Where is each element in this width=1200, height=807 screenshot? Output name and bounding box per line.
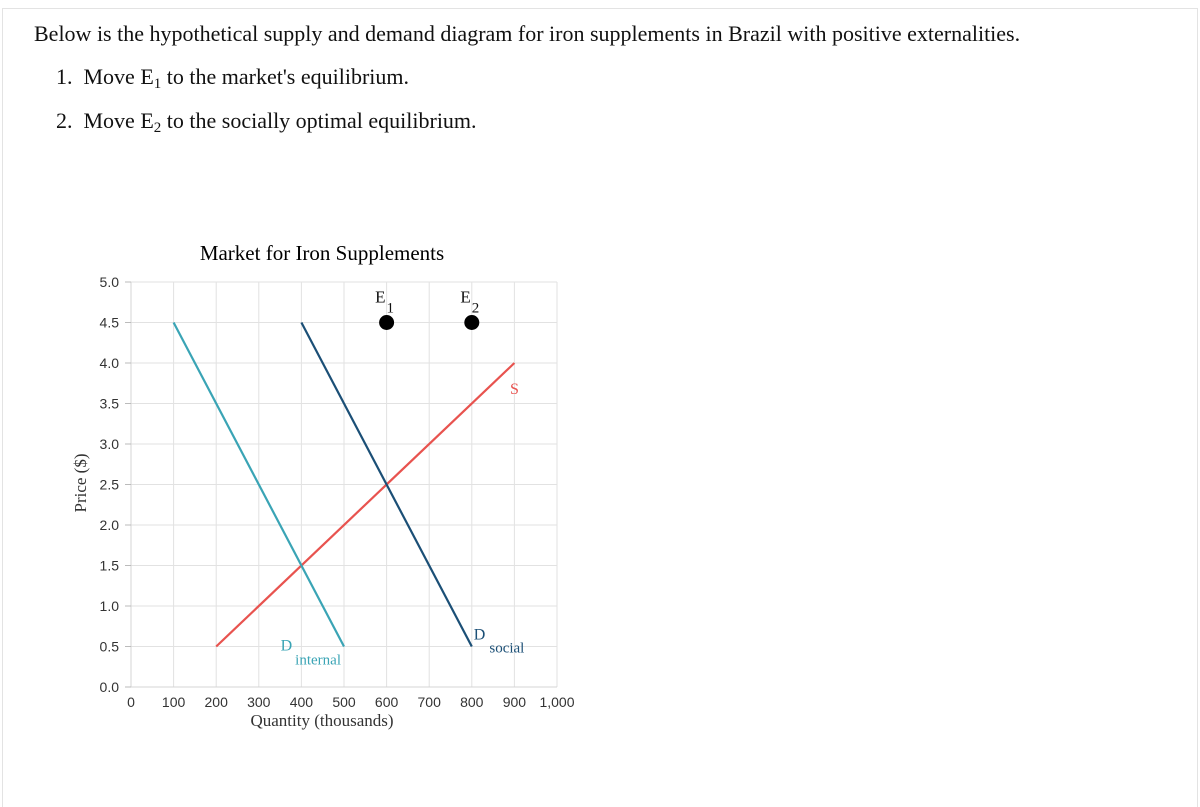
point-label-subscript: 2 <box>472 301 480 317</box>
y-tick-label: 0.0 <box>100 679 120 695</box>
instruction-step-1: 1. Move E1 to the market's equilibrium. <box>56 64 409 93</box>
x-tick: 900 <box>503 694 527 710</box>
point-label-main: E <box>375 288 385 307</box>
x-tick: 700 <box>418 694 442 710</box>
x-tick-label: 300 <box>247 694 271 710</box>
question-frame <box>2 8 1198 807</box>
x-tick-label: 500 <box>332 694 356 710</box>
point-label: E1 <box>375 288 394 317</box>
e1-point[interactable]: E1 <box>375 288 395 331</box>
point-label: E2 <box>460 288 479 317</box>
step-subscript: 1 <box>153 76 162 92</box>
step-number: 1. <box>56 64 73 89</box>
step-subscript: 2 <box>153 120 162 136</box>
step-number: 2. <box>56 108 73 133</box>
x-tick-label: 400 <box>290 694 314 710</box>
x-tick-label: 800 <box>460 694 484 710</box>
y-tick-label: 3.5 <box>100 396 120 412</box>
y-tick-label: 2.5 <box>100 477 120 493</box>
y-tick-label: 0.5 <box>100 639 120 655</box>
series-label: Dinternal <box>281 638 341 669</box>
y-tick: 0.5 <box>100 639 131 655</box>
x-tick: 1,000 <box>539 694 574 710</box>
x-tick: 500 <box>332 694 356 710</box>
x-tick-label: 900 <box>503 694 527 710</box>
y-tick: 1.0 <box>100 598 131 614</box>
e2-point[interactable]: E2 <box>460 288 480 331</box>
y-tick: 2.0 <box>100 517 131 533</box>
x-tick: 0 <box>127 694 135 710</box>
y-axis-label: Price ($) <box>71 453 90 512</box>
step-text: Move E <box>83 108 154 133</box>
point-label-subscript: 1 <box>387 301 395 317</box>
y-tick: 0.0 <box>100 679 131 695</box>
step-text-end: to the socially optimal equilibrium. <box>161 108 477 133</box>
chart-lines <box>172 321 516 648</box>
y-tick-label: 1.5 <box>100 558 120 574</box>
x-tick: 200 <box>205 694 229 710</box>
x-tick-label: 0 <box>127 694 135 710</box>
y-tick: 5.0 <box>100 274 131 290</box>
step-text-end: to the market's equilibrium. <box>161 64 410 89</box>
x-tick: 400 <box>290 694 314 710</box>
x-tick: 100 <box>162 694 186 710</box>
x-tick-label: 600 <box>375 694 399 710</box>
point-marker[interactable] <box>464 315 480 330</box>
step-text: Move E <box>83 64 154 89</box>
series-label-main: D <box>281 638 293 655</box>
y-tick-label: 4.0 <box>100 355 120 371</box>
instruction-step-2: 2. Move E2 to the socially optimal equil… <box>56 108 477 137</box>
chart-title: Market for Iron Supplements <box>200 241 444 265</box>
question-intro: Below is the hypothetical supply and dem… <box>34 21 1021 46</box>
x-tick: 800 <box>460 694 484 710</box>
y-tick: 2.5 <box>100 477 131 493</box>
y-tick-label: 4.5 <box>100 315 120 331</box>
y-tick-label: 5.0 <box>100 274 120 290</box>
y-tick-label: 3.0 <box>100 436 120 452</box>
y-tick: 3.0 <box>100 436 131 452</box>
point-marker[interactable] <box>379 315 395 330</box>
x-tick: 300 <box>247 694 271 710</box>
x-axis-label: Quantity (thousands) <box>250 711 393 730</box>
demand-social-line[interactable] <box>300 321 473 648</box>
y-axis: 0.0 0.5 1.0 1.5 2.0 2.5 3.0 3.5 4.0 4.5 5.0 <box>100 274 131 695</box>
series-label: S <box>510 381 519 398</box>
y-tick: 4.0 <box>100 355 131 371</box>
x-tick-label: 700 <box>418 694 442 710</box>
x-tick-label: 100 <box>162 694 186 710</box>
x-tick-label: 200 <box>205 694 229 710</box>
series-label-subscript: internal <box>295 653 341 669</box>
series-label-main: D <box>474 627 486 644</box>
series-label-main: S <box>510 381 519 398</box>
x-tick: 600 <box>375 694 399 710</box>
series-label: Dsocial <box>474 627 525 657</box>
y-tick-label: 1.0 <box>100 598 120 614</box>
supply-line[interactable] <box>215 362 516 648</box>
y-tick: 4.5 <box>100 315 131 331</box>
y-tick: 1.5 <box>100 558 131 574</box>
point-label-main: E <box>460 288 470 307</box>
chart-grid <box>130 281 558 688</box>
series-label-subscript: social <box>489 641 524 657</box>
y-tick-label: 2.0 <box>100 517 120 533</box>
x-axis: 0 100 200 300 400 500 600 700 800 900 1,000 <box>127 694 575 710</box>
y-tick: 3.5 <box>100 396 131 412</box>
x-tick-label: 1,000 <box>539 694 574 710</box>
demand-internal-line[interactable] <box>172 321 345 648</box>
